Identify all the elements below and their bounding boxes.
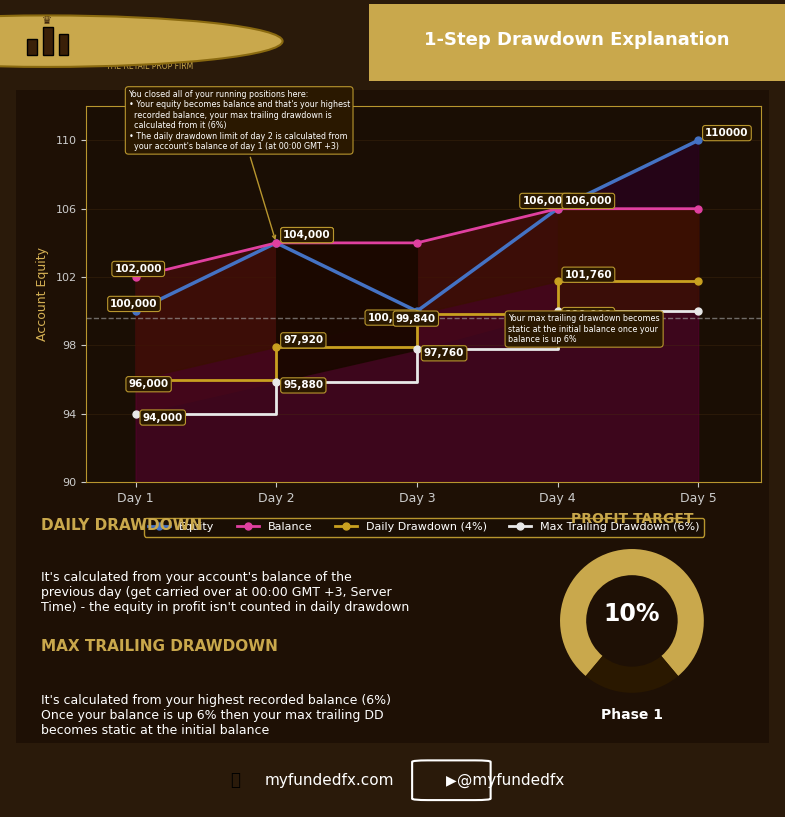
Max Trailing Drawdown (6%) [412, 345, 422, 355]
Text: ♛: ♛ [42, 16, 52, 26]
Text: You closed all of your running positions here:
• Your equity becomes balance and: You closed all of your running positions… [129, 90, 350, 239]
Text: 102,000: 102,000 [115, 264, 162, 274]
Equity [693, 136, 703, 145]
Text: @myfundedfx: @myfundedfx [457, 773, 564, 788]
Balance [412, 238, 422, 248]
Wedge shape [560, 549, 704, 676]
Text: 106,000: 106,000 [522, 196, 570, 206]
Text: MAX TRAILING DRAWDOWN: MAX TRAILING DRAWDOWN [41, 639, 278, 654]
Text: 94,000: 94,000 [143, 413, 183, 422]
Text: THE RETAIL PROP FIRM: THE RETAIL PROP FIRM [105, 62, 193, 71]
Text: 101,760: 101,760 [564, 270, 612, 279]
Text: 95,880: 95,880 [283, 381, 323, 391]
Circle shape [0, 16, 283, 67]
Text: 97,760: 97,760 [424, 348, 464, 359]
Text: 99,840: 99,840 [396, 314, 436, 324]
Text: 97,920: 97,920 [283, 335, 323, 346]
Line: Daily Drawdown (4%): Daily Drawdown (4%) [132, 278, 702, 383]
Line: Equity: Equity [132, 137, 702, 315]
Text: Your max trailing drawdown becomes
static at the initial balance once your
balan: Your max trailing drawdown becomes stati… [508, 315, 660, 344]
Text: 104,000: 104,000 [283, 230, 331, 240]
Text: It's calculated from your highest recorded balance (6%)
Once your balance is up : It's calculated from your highest record… [41, 694, 391, 737]
Text: Phase 1: Phase 1 [601, 708, 663, 722]
FancyBboxPatch shape [59, 34, 68, 55]
Daily Drawdown (4%) [553, 276, 562, 286]
Text: 96,000: 96,000 [129, 379, 169, 389]
Text: DAILY DRAWDOWN: DAILY DRAWDOWN [41, 518, 202, 533]
FancyBboxPatch shape [43, 28, 53, 55]
Text: 106,000: 106,000 [564, 196, 612, 206]
Text: 110000: 110000 [705, 128, 749, 138]
Balance [131, 272, 141, 282]
Equity [131, 306, 141, 316]
Text: 100,000: 100,000 [564, 310, 612, 320]
Line: Balance: Balance [132, 205, 702, 280]
Balance [272, 238, 281, 248]
Balance [693, 203, 703, 213]
FancyBboxPatch shape [8, 83, 777, 750]
Equity [412, 306, 422, 316]
Text: myfundedfx.com: myfundedfx.com [265, 773, 394, 788]
Text: 100,000: 100,000 [110, 299, 158, 309]
Text: 10%: 10% [604, 602, 660, 627]
Max Trailing Drawdown (6%) [131, 408, 141, 418]
Y-axis label: Account Equity: Account Equity [35, 247, 49, 342]
Text: It's calculated from your account's balance of the
previous day (get carried ove: It's calculated from your account's bala… [41, 570, 409, 614]
Legend: Equity, Balance, Daily Drawdown (4%), Max Trailing Drawdown (6%): Equity, Balance, Daily Drawdown (4%), Ma… [144, 518, 704, 537]
Daily Drawdown (4%) [693, 276, 703, 286]
Text: PROFIT TARGET: PROFIT TARGET [571, 511, 693, 526]
FancyBboxPatch shape [27, 39, 37, 55]
Max Trailing Drawdown (6%) [272, 377, 281, 386]
Text: 🌐: 🌐 [231, 771, 240, 789]
Text: 100,000: 100,000 [367, 313, 415, 323]
Text: ▶: ▶ [446, 773, 457, 788]
Text: 104,000: 104,000 [283, 230, 331, 240]
Max Trailing Drawdown (6%) [553, 306, 562, 316]
Text: 1-Step Drawdown Explanation: 1-Step Drawdown Explanation [424, 31, 730, 49]
Equity [553, 203, 562, 213]
Max Trailing Drawdown (6%) [693, 306, 703, 316]
FancyBboxPatch shape [369, 4, 785, 82]
Daily Drawdown (4%) [412, 309, 422, 319]
Line: Max Trailing Drawdown (6%): Max Trailing Drawdown (6%) [132, 308, 702, 417]
Text: My Funded FX: My Funded FX [78, 24, 221, 42]
Daily Drawdown (4%) [272, 342, 281, 351]
Daily Drawdown (4%) [131, 375, 141, 385]
Equity [272, 238, 281, 248]
Wedge shape [586, 656, 678, 693]
Balance [553, 203, 562, 213]
